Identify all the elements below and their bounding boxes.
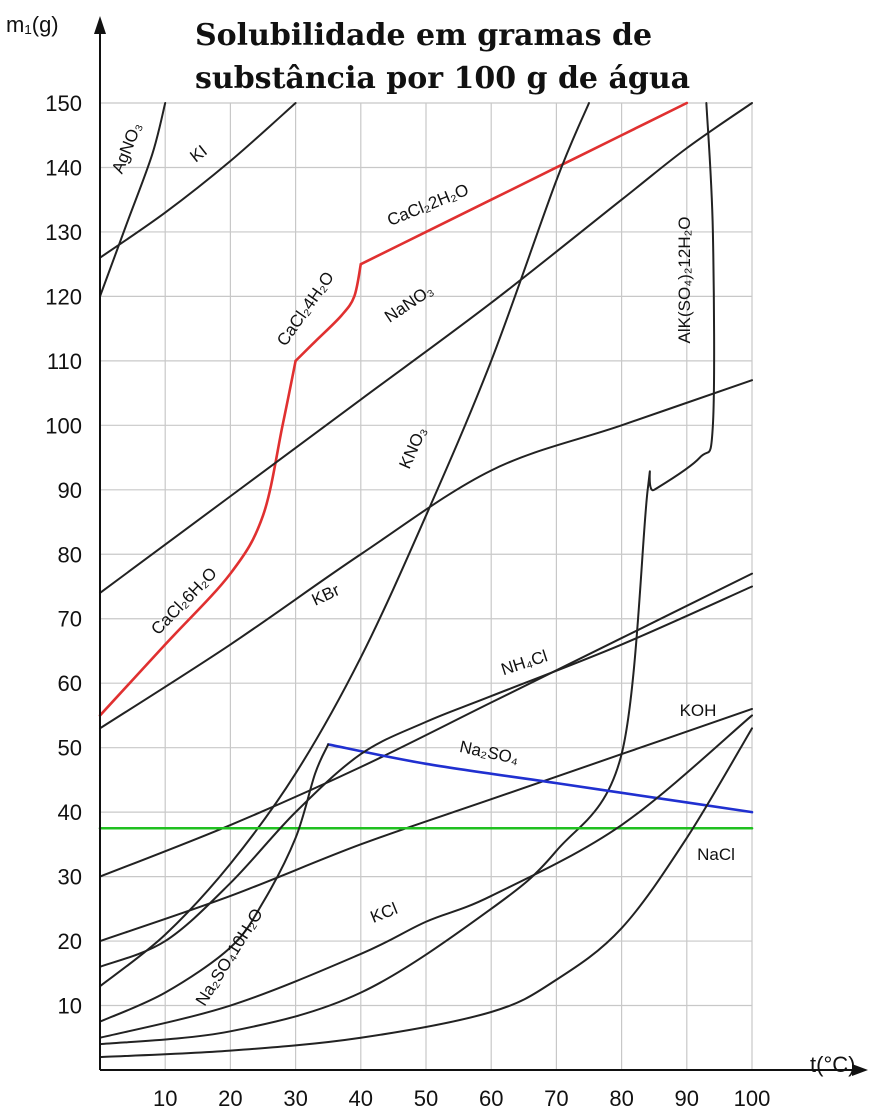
curve-label-14: Na₂SO₄10H₂O: [192, 905, 267, 1009]
curve-label-4: CaCl₂2H₂O: [385, 180, 472, 230]
y-tick-label-120: 120: [45, 284, 82, 309]
y-tick-label-80: 80: [58, 542, 82, 567]
series-line-6: [99, 102, 590, 988]
series-line-13: [99, 714, 753, 1039]
x-tick-label-30: 30: [283, 1086, 307, 1111]
series-line-0: [99, 102, 167, 298]
curves: [98, 101, 754, 1059]
series-line-14: [99, 743, 330, 1023]
x-axis-arrow: [852, 1064, 868, 1076]
curve-label-11: Na₂SO₄: [458, 737, 521, 768]
y-tick-label-130: 130: [45, 220, 82, 245]
series-line-10: [99, 707, 753, 943]
x-tick-label-90: 90: [675, 1086, 699, 1111]
series-line-7: [99, 102, 716, 1046]
x-tick-label-70: 70: [544, 1086, 568, 1111]
x-axis-label: t(°C): [810, 1052, 855, 1077]
curve-label-13: KCl: [368, 899, 401, 927]
x-tick-label-20: 20: [218, 1086, 242, 1111]
y-tick-label-20: 20: [58, 929, 82, 954]
series-line-3: [294, 262, 363, 363]
y-tick-label-60: 60: [58, 671, 82, 696]
y-tick-label-50: 50: [58, 736, 82, 761]
y-tick-label-40: 40: [58, 800, 82, 825]
curve-label-7: AlK(SO₄)₂12H₂O: [675, 217, 694, 344]
y-axis-arrow: [94, 16, 106, 34]
y-axis-label: m₁(g): [6, 12, 59, 37]
curve-label-2: CaCl₂6H₂O: [147, 564, 220, 639]
y-tick-label-10: 10: [58, 994, 82, 1019]
curve-label-9: NH₄Cl: [499, 646, 550, 679]
curve-labels: AgNO₃ KICaCl₂6H₂OCaCl₂4H₂OCaCl₂2H₂ONaNO₃K…: [108, 120, 735, 1009]
series-line-2: [98, 359, 297, 717]
series-line-11: [326, 743, 754, 814]
curve-label-10: KOH: [680, 701, 717, 720]
series-line-15: [99, 585, 753, 968]
curve-label-6: KNO₃: [395, 424, 430, 472]
x-tick-label-10: 10: [153, 1086, 177, 1111]
x-tick-label-60: 60: [479, 1086, 503, 1111]
series-line-5: [99, 102, 753, 594]
x-tick-label-50: 50: [414, 1086, 438, 1111]
y-tick-label-30: 30: [58, 865, 82, 890]
curve-label-5: NaNO₃: [381, 280, 437, 326]
x-tick-label-80: 80: [609, 1086, 633, 1111]
y-tick-label-110: 110: [47, 349, 82, 374]
grid: [100, 102, 753, 1070]
y-tick-label-70: 70: [58, 607, 82, 632]
chart-title-line1: Solubilidade em gramas de: [195, 18, 652, 53]
y-tick-label-90: 90: [58, 478, 82, 503]
curve-label-12: NaCl: [697, 845, 735, 864]
curve-label-8: KBr: [309, 580, 343, 609]
series-line-16: [99, 727, 753, 1059]
axes: [94, 16, 868, 1076]
series-line-1: [99, 102, 297, 259]
chart-title-line2: substância por 100 g de água: [195, 61, 690, 96]
x-tick-label-40: 40: [349, 1086, 373, 1111]
series-line-8: [99, 379, 753, 730]
curve-label-3: CaCl₂4H₂O: [273, 268, 338, 349]
y-tick-label-100: 100: [45, 413, 82, 438]
series-line-4: [359, 101, 689, 266]
tick-labels: 10 20 30 40 50 60 70 80 90 100 10 20 30 40 50 60 70 80 90 1…: [45, 91, 770, 1111]
curve-label-1: KI: [186, 141, 210, 166]
y-tick-label-150: 150: [45, 91, 82, 116]
x-tick-label-100: 100: [734, 1086, 771, 1111]
y-tick-label-140: 140: [45, 155, 82, 180]
